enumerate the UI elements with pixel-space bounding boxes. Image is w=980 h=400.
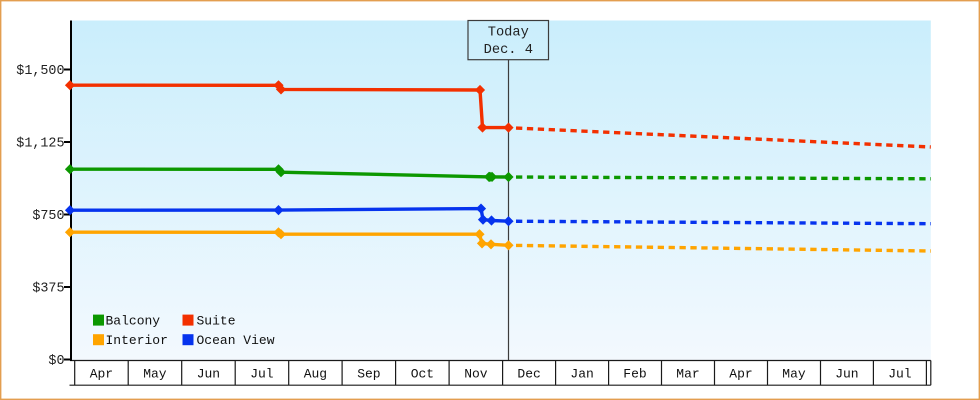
svg-text:Aug: Aug	[304, 366, 327, 381]
svg-text:Suite: Suite	[197, 313, 236, 328]
svg-text:Oct: Oct	[411, 366, 434, 381]
svg-text:$1,500: $1,500	[16, 64, 64, 79]
svg-text:Apr: Apr	[729, 366, 752, 381]
svg-text:May: May	[782, 366, 806, 381]
svg-text:Jun: Jun	[835, 366, 858, 381]
svg-text:Jun: Jun	[197, 366, 220, 381]
svg-text:Nov: Nov	[464, 366, 488, 381]
svg-text:$375: $375	[32, 282, 64, 297]
svg-text:Today: Today	[488, 26, 529, 41]
svg-text:$0: $0	[48, 354, 64, 369]
svg-text:$1,125: $1,125	[16, 137, 64, 152]
svg-text:Jul: Jul	[888, 366, 912, 381]
svg-text:Apr: Apr	[90, 366, 113, 381]
svg-text:Dec: Dec	[517, 366, 540, 381]
svg-text:Jul: Jul	[250, 366, 274, 381]
svg-text:Ocean View: Ocean View	[197, 333, 275, 348]
svg-text:$750: $750	[32, 209, 64, 224]
svg-text:Interior: Interior	[106, 333, 168, 348]
svg-text:Feb: Feb	[623, 366, 646, 381]
svg-text:Sep: Sep	[357, 366, 380, 381]
svg-text:Jan: Jan	[570, 366, 593, 381]
svg-text:Mar: Mar	[676, 366, 699, 381]
svg-text:May: May	[143, 366, 167, 381]
svg-text:Balcony: Balcony	[106, 313, 161, 328]
svg-text:Dec. 4: Dec. 4	[484, 43, 533, 58]
